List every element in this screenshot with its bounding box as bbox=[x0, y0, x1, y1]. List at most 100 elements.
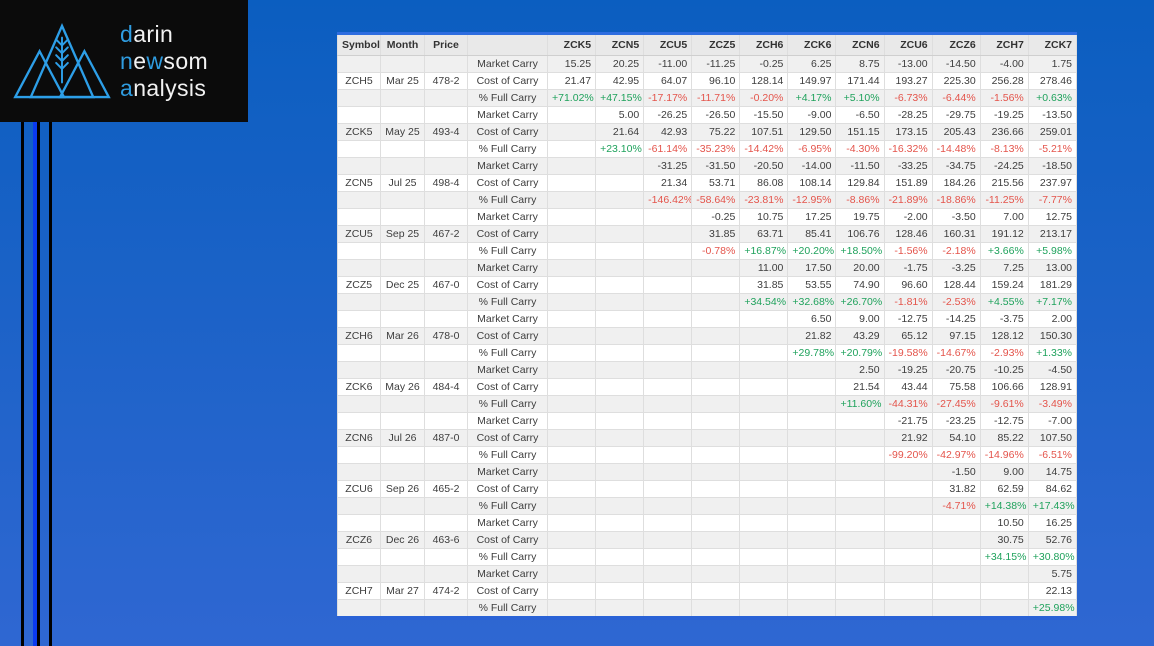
value-cell bbox=[883, 514, 933, 532]
value-cell: -42.97% bbox=[931, 446, 981, 464]
value-cell bbox=[787, 378, 837, 396]
table-row: Market Carry 11.00 17.50 20.00 -1.75 -3.25 7.2… bbox=[337, 259, 1078, 277]
symbol-cell bbox=[337, 463, 381, 481]
value-cell bbox=[546, 225, 597, 243]
price-cell bbox=[424, 548, 468, 566]
value-cell: +34.54% bbox=[739, 293, 789, 311]
value-cell: -6.44% bbox=[931, 89, 981, 107]
value-cell: -19.25 bbox=[979, 106, 1029, 124]
value-cell: 236.66 bbox=[979, 123, 1029, 141]
value-cell: 42.95 bbox=[595, 72, 645, 90]
value-cell bbox=[643, 395, 693, 413]
value-cell: -14.48% bbox=[931, 140, 981, 158]
column-header-zch7: ZCH7 bbox=[979, 33, 1029, 56]
value-cell: 21.34 bbox=[643, 174, 693, 192]
value-cell bbox=[643, 446, 693, 464]
row-type-label: % Full Carry bbox=[467, 89, 548, 107]
value-cell: 205.43 bbox=[931, 123, 981, 141]
value-cell bbox=[546, 412, 597, 430]
value-cell bbox=[595, 395, 645, 413]
value-cell: 181.29 bbox=[1027, 276, 1078, 294]
value-cell bbox=[643, 293, 693, 311]
value-cell: 21.47 bbox=[546, 72, 597, 90]
value-cell bbox=[835, 548, 885, 566]
value-cell: 22.13 bbox=[1027, 582, 1078, 600]
value-cell bbox=[643, 531, 693, 549]
value-cell bbox=[739, 327, 789, 345]
value-cell bbox=[691, 344, 741, 362]
symbol-cell bbox=[337, 548, 381, 566]
value-cell: -26.50 bbox=[691, 106, 741, 124]
column-header-zcn5: ZCN5 bbox=[595, 33, 645, 56]
month-cell: Mar 26 bbox=[380, 327, 425, 345]
value-cell bbox=[643, 259, 693, 277]
value-cell bbox=[595, 497, 645, 515]
table-row: Market Carry -0.25 10.75 17.25 19.75 -2.00 -3.… bbox=[337, 208, 1078, 226]
value-cell: +29.78% bbox=[787, 344, 837, 362]
value-cell: -2.18% bbox=[931, 242, 981, 260]
month-cell bbox=[380, 191, 425, 209]
value-cell: 21.64 bbox=[595, 123, 645, 141]
carry-table: Symbol Month Price ZCK5 ZCN5 ZCU5 ZCZ5 ZCH6 ZCK6… bbox=[337, 32, 1078, 620]
value-cell: -11.00 bbox=[643, 55, 693, 73]
value-cell bbox=[691, 259, 741, 277]
value-cell: 16.25 bbox=[1027, 514, 1078, 532]
value-cell: 191.12 bbox=[979, 225, 1029, 243]
month-cell: Jul 26 bbox=[380, 429, 425, 447]
value-cell: -3.50 bbox=[931, 208, 981, 226]
value-cell bbox=[546, 242, 597, 260]
value-cell: 53.71 bbox=[691, 174, 741, 192]
table-row: ZCU6 Sep 26 465-2 Cost of Carry 31.82 62.59 84… bbox=[337, 480, 1078, 498]
value-cell bbox=[595, 361, 645, 379]
value-cell: +17.43% bbox=[1027, 497, 1078, 515]
value-cell: -26.25 bbox=[643, 106, 693, 124]
header-row: Symbol Month Price ZCK5 ZCN5 ZCU5 ZCZ5 ZCH6 ZCK6… bbox=[337, 33, 1078, 56]
symbol-cell: ZCN5 bbox=[337, 174, 381, 192]
month-cell bbox=[380, 293, 425, 311]
value-cell: 107.50 bbox=[1027, 429, 1078, 447]
symbol-cell bbox=[337, 157, 381, 175]
logo[interactable]: darin newsom analysis bbox=[0, 0, 248, 122]
value-cell bbox=[835, 514, 885, 532]
value-cell: -1.56% bbox=[979, 89, 1029, 107]
price-cell: 467-2 bbox=[424, 225, 468, 243]
value-cell: -14.42% bbox=[739, 140, 789, 158]
column-header-zcu6: ZCU6 bbox=[883, 33, 933, 56]
value-cell bbox=[739, 565, 789, 583]
value-cell bbox=[546, 191, 597, 209]
value-cell: -8.86% bbox=[835, 191, 885, 209]
value-cell bbox=[643, 497, 693, 515]
value-cell bbox=[691, 395, 741, 413]
symbol-cell: ZCU5 bbox=[337, 225, 381, 243]
price-cell bbox=[424, 599, 468, 619]
month-cell: Jul 25 bbox=[380, 174, 425, 192]
value-cell: -7.77% bbox=[1027, 191, 1078, 209]
value-cell bbox=[739, 310, 789, 328]
symbol-cell: ZCU6 bbox=[337, 480, 381, 498]
value-cell bbox=[739, 582, 789, 600]
price-cell: 484-4 bbox=[424, 378, 468, 396]
value-cell: 173.15 bbox=[883, 123, 933, 141]
month-cell bbox=[380, 514, 425, 532]
value-cell: -12.75 bbox=[979, 412, 1029, 430]
symbol-cell bbox=[337, 344, 381, 362]
value-cell bbox=[787, 565, 837, 583]
table-row: % Full Carry +25.98% bbox=[337, 599, 1078, 619]
value-cell: 215.56 bbox=[979, 174, 1029, 192]
value-cell: 43.44 bbox=[883, 378, 933, 396]
value-cell: -21.89% bbox=[883, 191, 933, 209]
value-cell bbox=[595, 429, 645, 447]
value-cell: -19.25 bbox=[883, 361, 933, 379]
price-cell: 465-2 bbox=[424, 480, 468, 498]
value-cell bbox=[883, 582, 933, 600]
value-cell bbox=[595, 599, 645, 619]
value-cell bbox=[835, 599, 885, 619]
month-cell bbox=[380, 140, 425, 158]
month-cell bbox=[380, 395, 425, 413]
symbol-cell bbox=[337, 310, 381, 328]
value-cell bbox=[691, 429, 741, 447]
symbol-cell: ZCK6 bbox=[337, 378, 381, 396]
price-cell bbox=[424, 395, 468, 413]
value-cell: -44.31% bbox=[883, 395, 933, 413]
value-cell bbox=[787, 480, 837, 498]
